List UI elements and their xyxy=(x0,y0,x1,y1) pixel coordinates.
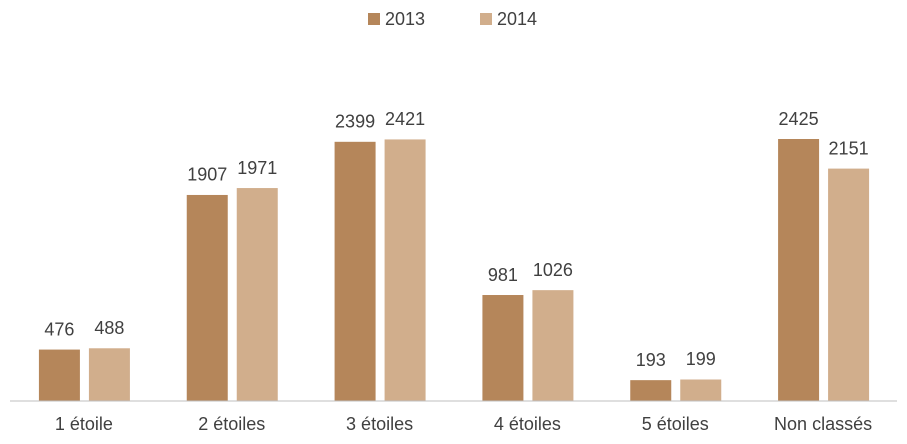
legend-swatch xyxy=(368,13,380,25)
data-label: 2151 xyxy=(829,138,869,158)
data-label: 2399 xyxy=(335,112,375,132)
data-label: 1907 xyxy=(187,165,227,185)
x-tick-label: Non classés xyxy=(774,414,872,434)
data-label: 476 xyxy=(44,319,74,339)
legend-label: 2013 xyxy=(385,9,425,29)
x-tick-label: 1 étoile xyxy=(55,414,113,434)
data-label: 2421 xyxy=(385,109,425,129)
data-label: 199 xyxy=(686,349,716,369)
bar xyxy=(532,290,574,401)
data-label: 981 xyxy=(488,265,518,285)
x-tick-label: 2 étoiles xyxy=(198,414,265,434)
bar xyxy=(384,139,426,401)
data-label: 1971 xyxy=(237,158,277,178)
data-label: 488 xyxy=(94,318,124,338)
bar xyxy=(828,168,870,401)
bar xyxy=(186,194,228,401)
data-label: 193 xyxy=(636,350,666,370)
bar xyxy=(236,188,278,401)
x-tick-label: 3 étoiles xyxy=(346,414,413,434)
data-label: 1026 xyxy=(533,260,573,280)
legend-label: 2014 xyxy=(497,9,537,29)
x-tick-label: 5 étoiles xyxy=(642,414,709,434)
legend-swatch xyxy=(480,13,492,25)
bar xyxy=(334,141,376,401)
bar xyxy=(630,380,672,401)
data-label: 2425 xyxy=(779,109,819,129)
bar xyxy=(778,139,820,401)
bar xyxy=(88,348,130,401)
bar xyxy=(482,295,524,401)
x-tick-label: 4 étoiles xyxy=(494,414,561,434)
bar xyxy=(38,349,80,401)
bar xyxy=(680,379,722,401)
